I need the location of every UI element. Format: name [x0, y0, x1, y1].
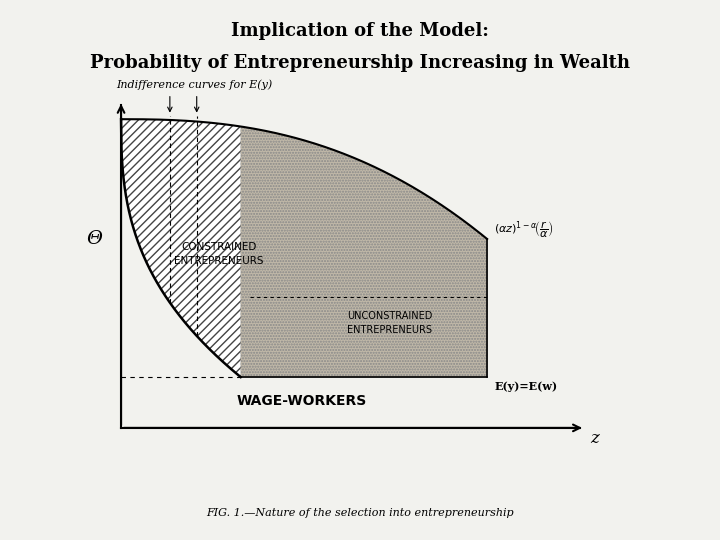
Text: UNCONSTRAINED
ENTREPRENEURS: UNCONSTRAINED ENTREPRENEURS [347, 310, 432, 335]
Text: z: z [590, 430, 599, 447]
Text: $(\alpha z)^{1-\alpha}\!\left(\dfrac{r}{\alpha}\right)$: $(\alpha z)^{1-\alpha}\!\left(\dfrac{r}{… [495, 220, 554, 240]
Text: Θ: Θ [86, 230, 102, 248]
Polygon shape [240, 126, 487, 377]
Text: E(y)=E(w): E(y)=E(w) [495, 381, 557, 392]
Text: FIG. 1.—Nature of the selection into entrepreneurship: FIG. 1.—Nature of the selection into ent… [206, 508, 514, 518]
Text: CONSTRAINED
ENTREPRENEURS: CONSTRAINED ENTREPRENEURS [174, 241, 264, 266]
Polygon shape [121, 119, 487, 377]
Text: Indifference curves for E(y): Indifference curves for E(y) [116, 79, 272, 90]
Text: WAGE-WORKERS: WAGE-WORKERS [237, 394, 366, 408]
Text: Implication of the Model:: Implication of the Model: [231, 22, 489, 39]
Text: Probability of Entrepreneurship Increasing in Wealth: Probability of Entrepreneurship Increasi… [90, 54, 630, 72]
